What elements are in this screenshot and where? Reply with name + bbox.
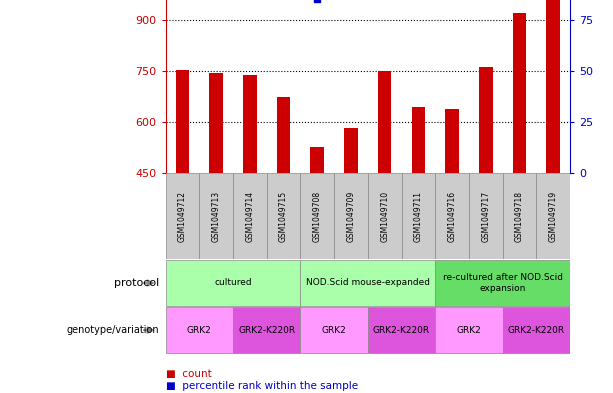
Text: protocol: protocol — [114, 278, 159, 288]
FancyBboxPatch shape — [233, 173, 267, 259]
FancyBboxPatch shape — [536, 173, 570, 259]
FancyBboxPatch shape — [402, 173, 435, 259]
FancyBboxPatch shape — [166, 307, 233, 353]
Text: GSM1049718: GSM1049718 — [515, 191, 524, 242]
Text: GRK2-K220R: GRK2-K220R — [238, 326, 295, 334]
Text: ■  count: ■ count — [166, 369, 211, 379]
Text: GRK2-K220R: GRK2-K220R — [373, 326, 430, 334]
FancyBboxPatch shape — [334, 173, 368, 259]
Text: genotype/variation: genotype/variation — [67, 325, 159, 335]
Text: GSM1049715: GSM1049715 — [279, 191, 288, 242]
FancyBboxPatch shape — [503, 173, 536, 259]
Text: GRK2: GRK2 — [187, 326, 211, 334]
Bar — [445, 109, 459, 173]
FancyBboxPatch shape — [300, 173, 334, 259]
Text: GSM1049713: GSM1049713 — [211, 191, 221, 242]
Bar — [378, 71, 391, 173]
Bar — [411, 107, 425, 173]
FancyBboxPatch shape — [166, 260, 300, 306]
Text: GSM1049712: GSM1049712 — [178, 191, 187, 242]
FancyBboxPatch shape — [300, 260, 435, 306]
FancyBboxPatch shape — [233, 307, 300, 353]
Text: GRK2-K220R: GRK2-K220R — [508, 326, 565, 334]
Text: NOD.Scid mouse-expanded: NOD.Scid mouse-expanded — [306, 279, 430, 287]
Text: ■  percentile rank within the sample: ■ percentile rank within the sample — [166, 381, 357, 391]
Text: GSM1049708: GSM1049708 — [313, 191, 322, 242]
Bar — [310, 147, 324, 173]
FancyBboxPatch shape — [368, 307, 435, 353]
Text: GSM1049719: GSM1049719 — [549, 191, 558, 242]
Bar — [512, 13, 526, 173]
Bar — [344, 128, 357, 173]
Text: GSM1049716: GSM1049716 — [447, 191, 457, 242]
FancyBboxPatch shape — [503, 307, 570, 353]
Text: GSM1049711: GSM1049711 — [414, 191, 423, 242]
FancyBboxPatch shape — [435, 307, 503, 353]
Bar — [479, 67, 493, 173]
Bar — [209, 73, 223, 173]
FancyBboxPatch shape — [300, 307, 368, 353]
FancyBboxPatch shape — [368, 173, 402, 259]
Bar — [277, 97, 291, 173]
FancyBboxPatch shape — [166, 173, 199, 259]
Bar — [176, 70, 189, 173]
Text: GSM1049710: GSM1049710 — [380, 191, 389, 242]
FancyBboxPatch shape — [469, 173, 503, 259]
Text: GSM1049709: GSM1049709 — [346, 191, 356, 242]
Text: re-cultured after NOD.Scid
expansion: re-cultured after NOD.Scid expansion — [443, 273, 563, 293]
Text: GSM1049714: GSM1049714 — [245, 191, 254, 242]
Bar — [243, 75, 257, 173]
FancyBboxPatch shape — [435, 260, 570, 306]
Bar — [546, 0, 560, 173]
Text: GRK2: GRK2 — [322, 326, 346, 334]
Point — [312, 0, 322, 2]
FancyBboxPatch shape — [199, 173, 233, 259]
Text: GRK2: GRK2 — [457, 326, 481, 334]
FancyBboxPatch shape — [435, 173, 469, 259]
Text: cultured: cultured — [214, 279, 252, 287]
Text: GSM1049717: GSM1049717 — [481, 191, 490, 242]
FancyBboxPatch shape — [267, 173, 300, 259]
